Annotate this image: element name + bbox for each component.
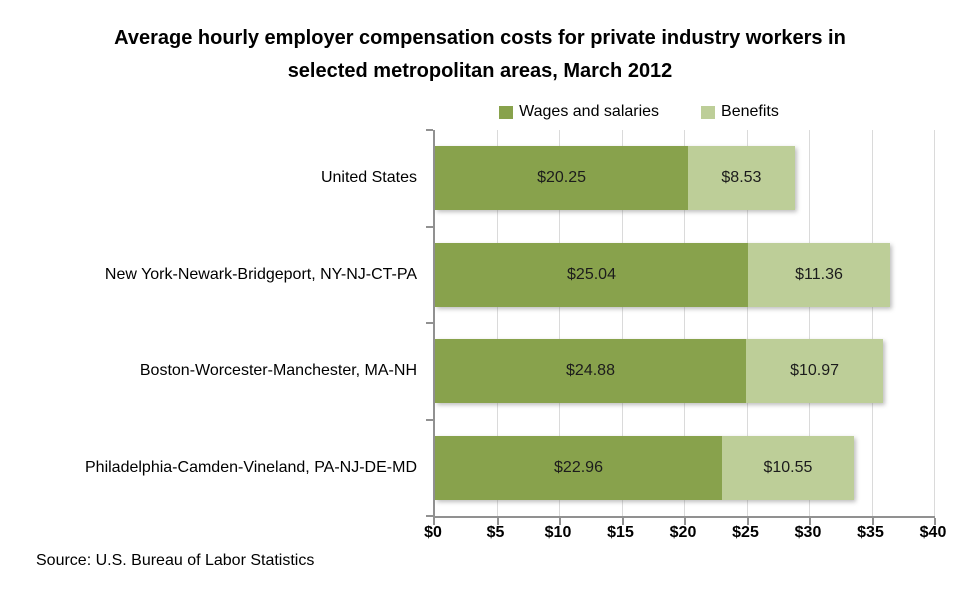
bar-row: $24.88 $10.97 (435, 339, 935, 404)
bar-segment-wages: $24.88 (435, 339, 746, 404)
bar-segment-wages: $22.96 (435, 435, 722, 500)
x-axis-tick (871, 518, 874, 525)
data-label: $25.04 (567, 265, 616, 283)
x-axis-tick-label: $10 (544, 524, 572, 541)
gridline (621, 130, 623, 516)
gridline (934, 130, 935, 516)
benefits-swatch-icon (701, 105, 716, 119)
data-label: $24.88 (566, 362, 615, 380)
x-axis-tick-label: $25 (732, 524, 759, 541)
category-label: Boston-Worcester-Manchester, MA-NH (139, 362, 417, 380)
x-axis-tick (433, 518, 435, 525)
gridline (559, 130, 560, 516)
bar-row: $22.96 $10.55 (435, 435, 935, 500)
legend: Wages and salaries Benefits (433, 102, 845, 122)
gridline (809, 130, 810, 516)
bar-row: $25.04 $11.36 (435, 242, 935, 307)
category-axis-labels: United States New York-Newark-Bridgeport,… (0, 130, 425, 516)
x-axis-tick (934, 518, 936, 525)
y-axis-tick (426, 129, 433, 131)
gridline (496, 130, 498, 516)
data-label: $20.25 (537, 169, 587, 187)
x-axis-tick (559, 518, 561, 525)
bar-segment-wages: $25.04 (435, 242, 748, 307)
wages-swatch-icon (499, 105, 514, 119)
bar-segment-wages: $20.25 (435, 146, 689, 211)
chart-title: Average hourly employer compensation cos… (114, 27, 846, 82)
x-axis-tick (746, 518, 749, 525)
category-label: United States (320, 169, 417, 187)
x-axis-tick-label: $5 (486, 524, 505, 541)
legend-label-benefits: Benefits (721, 103, 779, 120)
data-label: $10.97 (790, 362, 840, 380)
x-axis-tick (809, 518, 811, 525)
x-axis-tick (684, 518, 686, 525)
bar-segment-benefits: $11.36 (748, 242, 890, 307)
x-axis-tick-label: $15 (607, 524, 634, 541)
gridline (746, 130, 748, 516)
data-label: $11.36 (795, 265, 843, 283)
x-axis-tick-label: $35 (857, 524, 884, 541)
category-label: New York-Newark-Bridgeport, NY-NJ-CT-PA (104, 265, 417, 283)
gridline (871, 130, 873, 516)
x-axis-tick-label: $20 (669, 524, 697, 541)
legend-label-wages: Wages and salaries (519, 103, 660, 120)
legend-item-wages: Wages and salaries (499, 103, 659, 121)
x-axis-tick-label: $0 (424, 524, 442, 541)
bar-row: $20.25 $8.53 (435, 146, 935, 211)
x-axis-tick (496, 518, 499, 525)
plot-area: $20.25 $8.53 $25.04 $11.36 $24.88 $10.97 $22.9… (426, 129, 936, 525)
data-label: $10.55 (763, 458, 813, 476)
gridline (684, 130, 685, 516)
bar-segment-benefits: $10.55 (722, 435, 854, 500)
x-axis-tick-label: $40 (919, 524, 947, 541)
x-axis-tick-label: $30 (794, 524, 822, 541)
bar-segment-benefits: $8.53 (688, 146, 795, 211)
category-label: Philadelphia-Camden-Vineland, PA-NJ-DE-M… (85, 458, 417, 476)
bar-segment-benefits: $10.97 (746, 339, 884, 404)
data-label: $22.96 (554, 458, 603, 476)
legend-item-benefits: Benefits (701, 103, 779, 121)
y-axis-tick (426, 225, 433, 228)
source-note: Source: U.S. Bureau of Labor Statistics (36, 552, 315, 569)
y-axis-tick (426, 418, 433, 421)
data-label: $8.53 (721, 169, 762, 187)
value-axis-labels: $0 $5 $10 $15 $20 $25 $30 $35 $40 (424, 524, 946, 546)
x-axis-tick (621, 518, 624, 525)
y-axis-tick (426, 322, 433, 324)
y-axis-tick (426, 515, 433, 517)
